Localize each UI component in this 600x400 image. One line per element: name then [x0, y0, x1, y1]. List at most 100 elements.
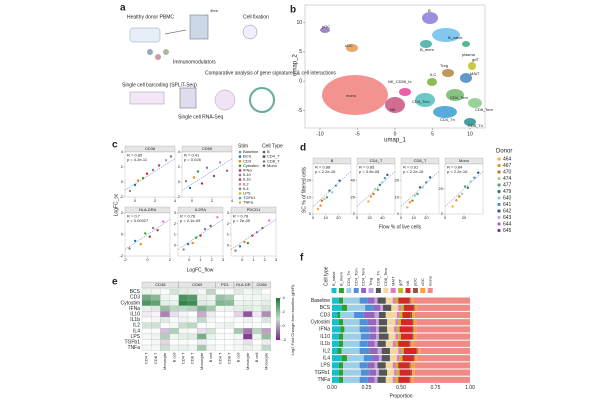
- point: [148, 235, 151, 238]
- x-tick-label: -2: [123, 257, 127, 262]
- y-tick-label: 40: [351, 178, 356, 183]
- point: [133, 239, 137, 243]
- cluster-cells: [468, 62, 476, 70]
- subplot-title: B: [331, 158, 334, 163]
- heat-cell: [178, 344, 189, 351]
- y-tick-label: -5: [298, 108, 303, 114]
- bar-segment: [392, 362, 396, 369]
- x-tick-label: 2: [211, 257, 214, 262]
- point: [216, 216, 219, 219]
- y-tick-label: 20: [439, 186, 444, 191]
- legend-swatch: [262, 164, 266, 168]
- column-label: CD4 T: [144, 352, 149, 364]
- y-tick-label: 0: [309, 211, 312, 216]
- legend-label: 640: [503, 195, 512, 201]
- point: [184, 180, 188, 183]
- point: [334, 184, 337, 187]
- column-label: CD8 T: [190, 352, 195, 364]
- heat-cell: [243, 339, 253, 346]
- legend-swatch: [427, 288, 433, 293]
- heat-cell: [206, 294, 216, 301]
- stat-label: p = 4.2e-11: [127, 157, 148, 162]
- point: [425, 181, 428, 184]
- cluster-label: CD4_Tcm: [412, 99, 430, 104]
- point: [203, 227, 207, 231]
- cluster-cells: [460, 73, 472, 83]
- legend-label: Baseline: [243, 149, 259, 154]
- bar-segment: [367, 340, 375, 347]
- bar-segment: [332, 319, 339, 326]
- bar-segment: [396, 355, 400, 362]
- bar-segment: [402, 311, 411, 319]
- stat-label: R = 0.88: [315, 165, 331, 170]
- stat-label: p = 3.9e-08: [359, 169, 380, 174]
- bar-segment: [387, 319, 396, 326]
- row-label: CD3: [320, 312, 330, 318]
- bar-segment: [413, 319, 417, 326]
- point: [164, 159, 168, 162]
- bar-segment: [332, 355, 342, 362]
- bar-segment: [374, 376, 378, 383]
- bar-segment: [410, 340, 414, 347]
- bar-segment: [396, 326, 400, 333]
- colorbar-tick-label: 2: [283, 309, 286, 314]
- row-label: IL10: [320, 334, 330, 340]
- heat-cell: [206, 344, 216, 351]
- heat-cell: [169, 344, 179, 351]
- bar-segment: [369, 326, 377, 333]
- legend-label: pDC: [412, 278, 417, 286]
- cluster-cells: [427, 78, 437, 86]
- interaction-icon: [249, 87, 275, 113]
- x-tick-label: 3: [275, 257, 278, 262]
- bar-segment: [365, 304, 374, 311]
- heat-cell: [187, 339, 198, 346]
- bar-segment: [394, 369, 397, 376]
- heat-cell: [187, 316, 198, 323]
- colorbar-tick-label: -2: [283, 337, 287, 342]
- heat-cell: [243, 294, 253, 301]
- bar-segment: [332, 326, 341, 333]
- bar-segment: [359, 319, 368, 326]
- bar-segment: [376, 369, 379, 376]
- bar-segment: [332, 347, 338, 355]
- row-label: TGFb1: [314, 370, 330, 376]
- bar-segment: [412, 311, 415, 319]
- cluster-cells: [346, 44, 358, 52]
- bar-segment: [409, 297, 411, 304]
- heat-cell: [252, 305, 262, 312]
- heat-cell: [252, 288, 262, 295]
- heat-cell: [261, 305, 271, 312]
- bar-segment: [412, 326, 414, 333]
- heat-cell: [169, 316, 179, 323]
- cluster-label: gdT: [472, 57, 479, 62]
- cluster-label: NK_CD56_hi: [388, 79, 411, 84]
- bar-segment: [338, 362, 344, 369]
- label: Single cell barcoding (SPLiT-Seq): [122, 82, 197, 88]
- bar-segment: [395, 376, 399, 383]
- cluster-label: pDC: [322, 24, 330, 29]
- cluster-cells: [415, 93, 435, 107]
- legend-swatch: [405, 288, 411, 293]
- y-tick-label: 10: [296, 20, 302, 26]
- heat-cell: [206, 305, 216, 312]
- heat-cell: [252, 311, 262, 318]
- legend-label: IL2: [243, 181, 249, 186]
- point: [246, 241, 250, 245]
- panel-a: a Healthy donor PBMC 4hrs Cell fixation …: [120, 3, 336, 121]
- heat-cell: [169, 328, 179, 334]
- bar-segment: [378, 355, 382, 362]
- x-tick-label: 0: [312, 215, 315, 220]
- legend-swatch: [412, 288, 418, 293]
- group-label: PD1: [221, 282, 230, 287]
- point: [406, 206, 409, 209]
- bar-segment: [338, 369, 344, 376]
- x-tick-label: 1.00: [465, 385, 475, 391]
- x-tick-label: 0: [444, 215, 447, 220]
- point: [218, 161, 222, 164]
- bar-segment: [395, 319, 399, 326]
- y-tick-label: 0: [178, 179, 181, 184]
- legend-swatch: [497, 209, 501, 213]
- bar-segment: [369, 369, 377, 376]
- point: [136, 179, 140, 182]
- x-tick-label: 0: [241, 257, 244, 262]
